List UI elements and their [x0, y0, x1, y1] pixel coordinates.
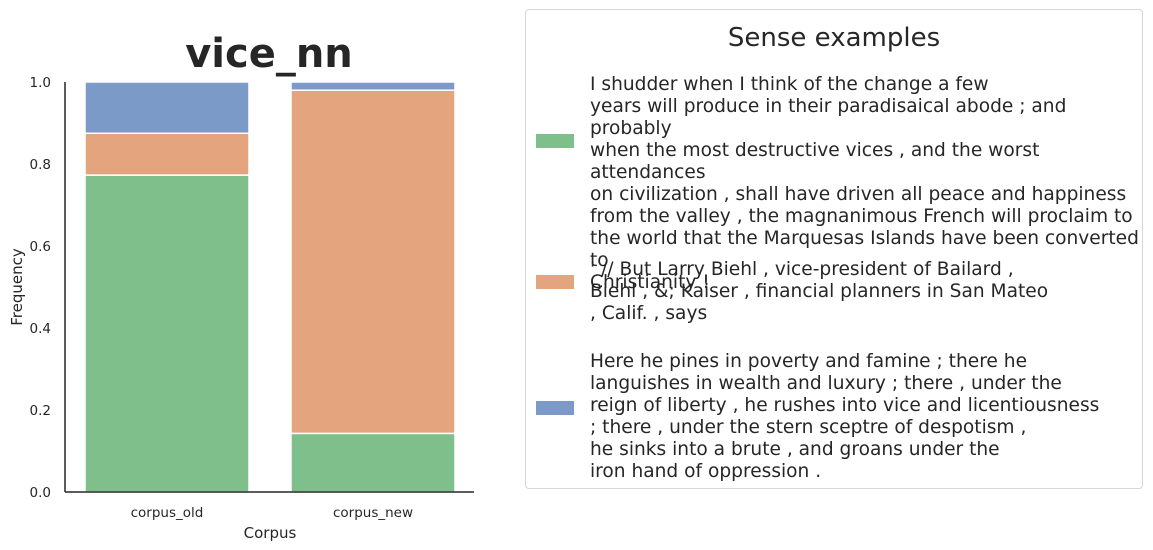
x-axis-label: Corpus	[244, 524, 297, 542]
legend-title: Sense examples	[727, 23, 941, 53]
chart-title: vice_nn	[185, 31, 353, 77]
legend: Sense examples I shudder when I think of…	[525, 9, 1143, 489]
x-tick-label: corpus_old	[131, 505, 204, 521]
bar-segment-corpus_new-series-2	[290, 81, 456, 91]
legend-swatch	[536, 401, 574, 415]
y-tick-label: 0.6	[30, 239, 51, 255]
bar-segment-corpus_old-series-0	[84, 174, 250, 493]
bar-segment-corpus_new-series-0	[290, 432, 456, 493]
bar-segment-corpus_old-series-2	[84, 81, 250, 134]
legend-entry-text: ' // But Larry Biehl , vice-president of…	[590, 259, 1049, 324]
legend-swatch	[536, 275, 574, 289]
legend-entry-text: Here he pines in poverty and famine ; th…	[590, 351, 1100, 482]
y-axis-label: Frequency	[8, 248, 26, 326]
y-tick-label: 0.4	[30, 321, 51, 337]
legend-swatch	[536, 134, 574, 148]
y-ticks-group: 0.0 0.2 0.4 0.6 0.8 1.0	[30, 75, 51, 501]
y-tick-label: 0.2	[30, 403, 51, 419]
y-tick-label: 1.0	[30, 75, 51, 91]
bar-segment-corpus_old-series-1	[84, 132, 250, 176]
stacked-bar-chart: vice_nn 0.00.20.40.60.81.0 corpus_old cor…	[8, 31, 474, 542]
legend-entry-text: I shudder when I think of the change a f…	[590, 74, 1139, 293]
y-tick-label: 0.0	[30, 485, 51, 501]
bar-segment-corpus_new-series-1	[290, 89, 456, 435]
x-ticks-group: corpus_old corpus_new	[131, 505, 413, 521]
bars-group	[84, 81, 456, 493]
x-tick-label: corpus_new	[333, 505, 413, 521]
y-tick-label: 0.8	[30, 157, 51, 173]
